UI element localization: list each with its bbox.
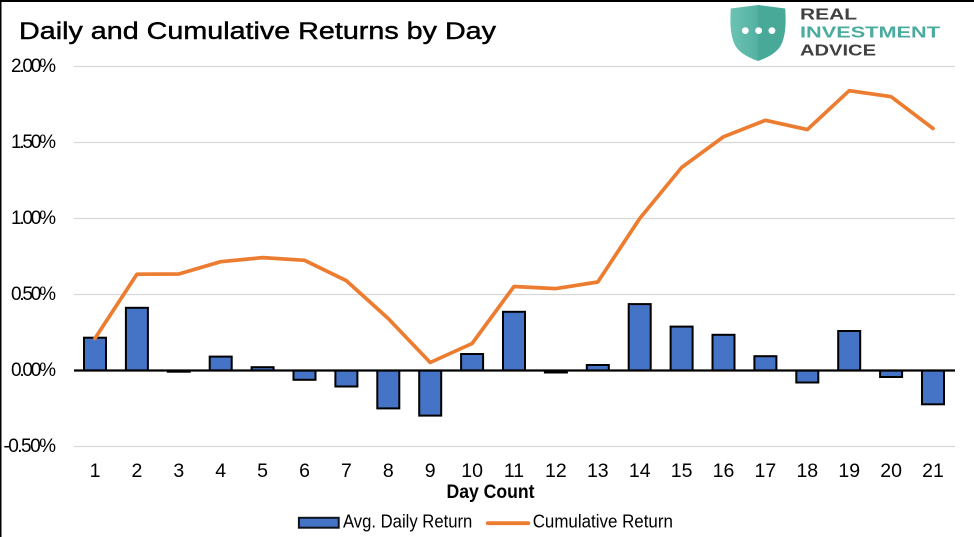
svg-text:2: 2: [131, 460, 142, 482]
svg-text:6: 6: [299, 460, 310, 482]
svg-text:3: 3: [173, 460, 184, 482]
svg-text:ADVICE: ADVICE: [800, 43, 876, 60]
svg-text:15: 15: [671, 460, 693, 482]
svg-text:20: 20: [880, 460, 902, 482]
svg-text:1.00%: 1.00%: [11, 208, 56, 229]
svg-text:9: 9: [425, 460, 436, 482]
svg-text:19: 19: [838, 460, 860, 482]
svg-text:1.50%: 1.50%: [11, 132, 56, 153]
svg-text:18: 18: [796, 460, 818, 482]
svg-text:21: 21: [922, 460, 944, 482]
svg-text:-0.50%: -0.50%: [4, 436, 57, 457]
svg-text:INVESTMENT: INVESTMENT: [800, 25, 940, 42]
svg-text:0.50%: 0.50%: [11, 284, 56, 305]
svg-text:Avg. Daily Return: Avg. Daily Return: [343, 512, 472, 532]
svg-text:0.00%: 0.00%: [11, 360, 56, 381]
svg-text:8: 8: [383, 460, 394, 482]
svg-text:Cumulative Return: Cumulative Return: [533, 512, 673, 532]
svg-text:4: 4: [215, 460, 226, 482]
svg-text:2.00%: 2.00%: [11, 56, 56, 77]
svg-text:7: 7: [341, 460, 352, 482]
svg-text:12: 12: [545, 460, 567, 482]
svg-text:16: 16: [713, 460, 735, 482]
svg-text:14: 14: [629, 460, 651, 482]
svg-text:Day Count: Day Count: [447, 482, 536, 503]
svg-text:Daily and Cumulative Returns b: Daily and Cumulative Returns by Day: [19, 18, 497, 45]
svg-text:5: 5: [257, 460, 268, 482]
svg-text:1: 1: [90, 460, 101, 482]
svg-text:REAL: REAL: [800, 7, 857, 24]
svg-text:11: 11: [504, 460, 524, 482]
svg-text:10: 10: [461, 460, 483, 482]
svg-text:13: 13: [587, 460, 609, 482]
svg-text:17: 17: [755, 460, 777, 482]
